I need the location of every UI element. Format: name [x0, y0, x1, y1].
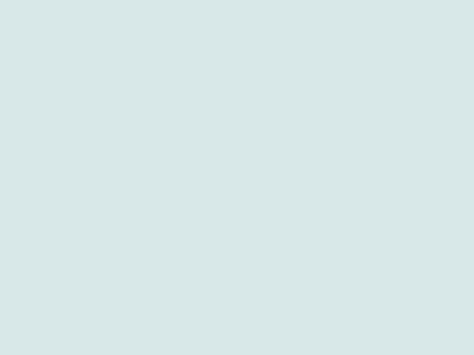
Point — [290, 268, 297, 273]
Point — [171, 205, 179, 211]
Point — [102, 153, 109, 158]
Point — [358, 293, 366, 299]
Point — [270, 259, 277, 265]
Point — [132, 177, 139, 182]
Point — [161, 198, 169, 204]
Point — [220, 235, 228, 241]
Point — [181, 211, 189, 217]
Point — [309, 275, 317, 281]
Point — [339, 285, 346, 291]
Point — [299, 272, 307, 278]
Point — [280, 263, 287, 269]
Point — [151, 192, 159, 197]
Title: Solubility of oxygen with temperature: Solubility of oxygen with temperature — [115, 89, 383, 103]
Point — [82, 135, 90, 140]
Point — [319, 279, 327, 285]
Point — [368, 296, 376, 302]
Point — [349, 289, 356, 295]
Point — [240, 245, 248, 251]
Y-axis label: Oxygen (mg/L): Oxygen (mg/L) — [28, 164, 38, 255]
Point — [260, 255, 267, 261]
Point — [73, 125, 80, 131]
Text: Temperature vs. Dissolved Oxygen: Temperature vs. Dissolved Oxygen — [22, 35, 361, 54]
Point — [250, 250, 257, 256]
Point — [112, 161, 119, 167]
Point — [201, 222, 208, 228]
X-axis label: Temperature (°C): Temperature (°C) — [195, 337, 303, 347]
Point — [141, 184, 149, 190]
Point — [92, 144, 100, 149]
Point — [210, 228, 218, 234]
Point — [230, 240, 238, 246]
Point — [191, 218, 199, 224]
FancyBboxPatch shape — [0, 3, 447, 85]
Point — [122, 169, 129, 175]
Point — [329, 283, 337, 288]
